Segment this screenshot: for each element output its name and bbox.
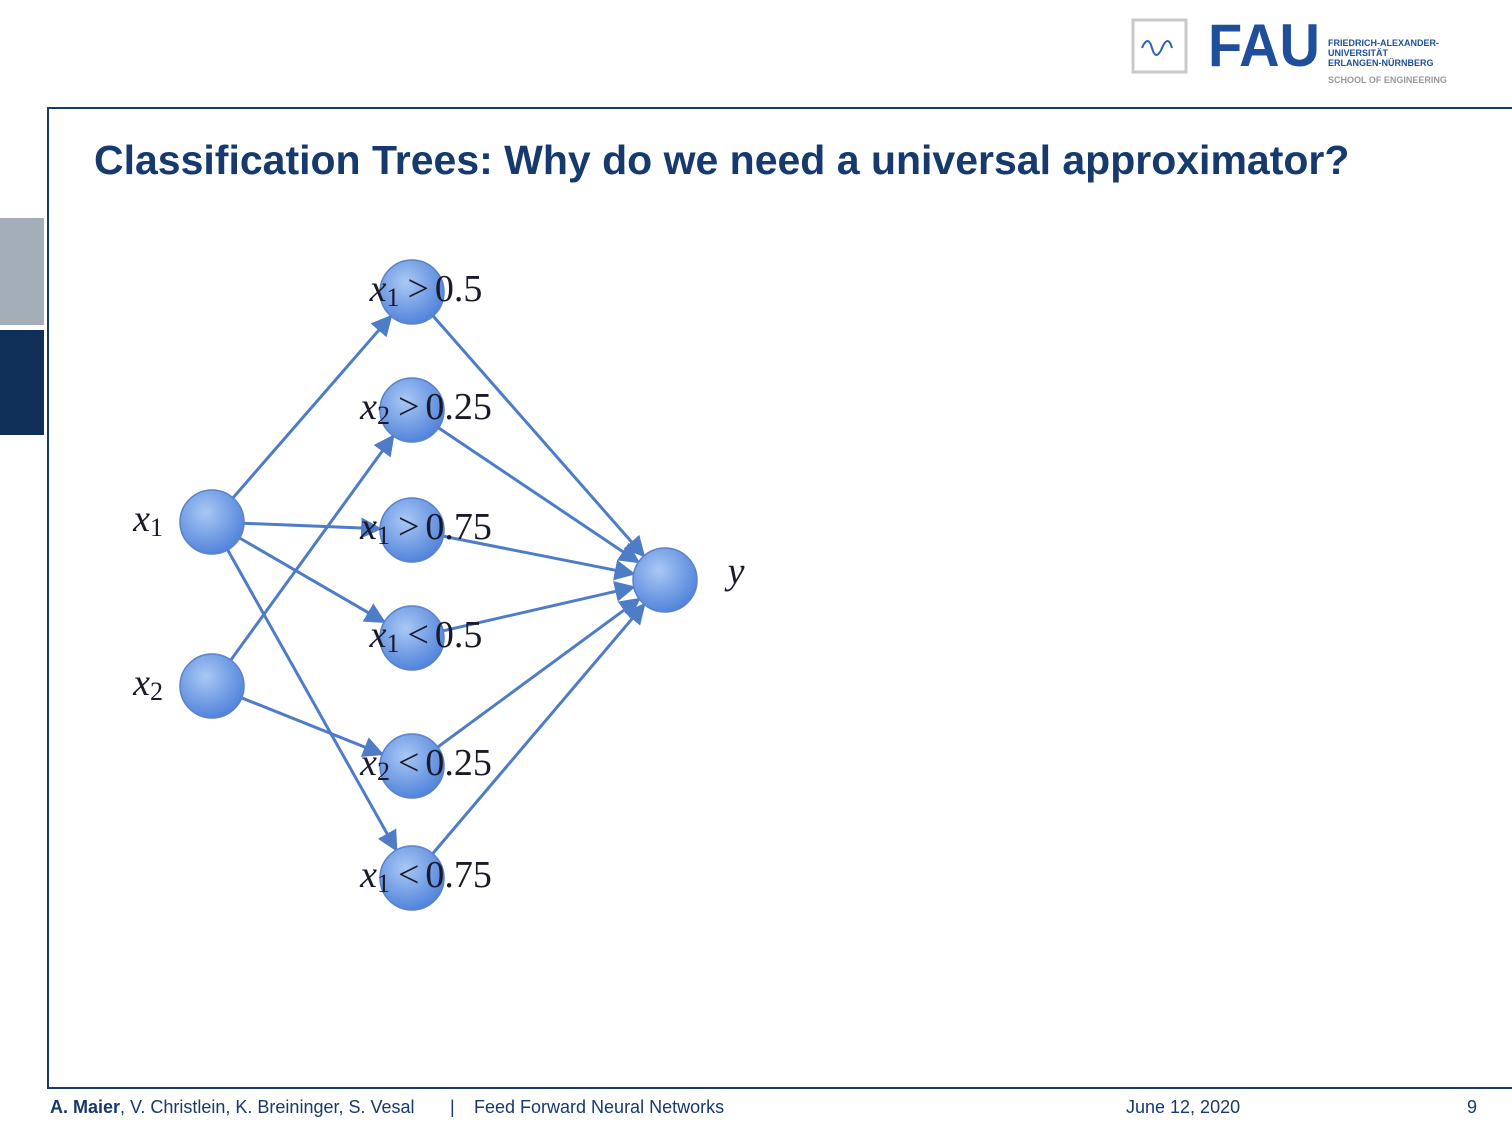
label-op: < [407, 614, 428, 656]
side-tab [0, 330, 44, 435]
label-var: x [132, 662, 150, 704]
label-value: 0.75 [425, 506, 492, 548]
slide-title: Classification Trees: Why do we need a u… [94, 137, 1349, 183]
edge [426, 597, 641, 756]
logo-word: FAU [1208, 12, 1320, 79]
logo-line: FRIEDRICH-ALEXANDER- [1328, 38, 1439, 48]
node [379, 497, 445, 563]
label-op: > [407, 268, 428, 310]
label-op: > [398, 386, 419, 428]
label-value: 0.25 [425, 742, 492, 784]
label-value: 0.25 [425, 386, 492, 428]
node [379, 377, 445, 443]
edge [430, 581, 636, 636]
label-var: x [369, 268, 387, 310]
label-var: x [359, 386, 377, 428]
output-label: y [724, 551, 745, 593]
edge [427, 419, 641, 564]
node-label: x1 <0.5 [369, 614, 483, 658]
node-label: x1 [132, 498, 163, 542]
edge [222, 434, 395, 672]
footer-author: A. Maier [50, 1097, 120, 1117]
footer-course: Feed Forward Neural Networks [474, 1097, 724, 1117]
label-value: 0.75 [425, 854, 492, 896]
node [379, 259, 445, 325]
edge [423, 305, 646, 558]
node-label: x1 >0.5 [369, 268, 483, 312]
label-sub: 1 [150, 513, 163, 542]
node-label: x2 <0.25 [359, 742, 492, 786]
edge [430, 532, 636, 581]
footer-sep: | [450, 1097, 455, 1117]
logo-school: SCHOOL OF ENGINEERING [1328, 75, 1447, 85]
logo-box [1131, 18, 1188, 74]
node [379, 605, 445, 671]
label-sub: 1 [377, 869, 390, 898]
label-op: > [398, 506, 419, 548]
footer-date: June 12, 2020 [1126, 1097, 1240, 1117]
label-var: x [132, 498, 150, 540]
node-label: x2 [132, 662, 163, 706]
label-var: x [359, 854, 377, 896]
node [179, 489, 245, 555]
node [379, 733, 445, 799]
label-var: x [369, 614, 387, 656]
edge [229, 691, 385, 757]
edge [220, 538, 398, 852]
label-sub: 1 [377, 521, 390, 550]
frame [47, 107, 1512, 1089]
label-sub: 1 [386, 629, 399, 658]
logo-line: ERLANGEN-NÜRNBERG [1328, 58, 1434, 68]
label-op: < [398, 742, 419, 784]
node-label: x1 >0.75 [359, 506, 492, 550]
node [379, 845, 445, 911]
edge [423, 602, 646, 865]
side-tab [0, 218, 44, 325]
label-value: 0.5 [435, 614, 483, 656]
label-op: < [398, 854, 419, 896]
node [632, 547, 698, 613]
label-value: 0.5 [435, 268, 483, 310]
node-label: x2 >0.25 [359, 386, 492, 430]
label-sub: 2 [377, 757, 390, 786]
label-sub: 2 [377, 401, 390, 430]
label-var: x [359, 742, 377, 784]
edge [231, 517, 383, 539]
edge [227, 530, 387, 624]
label-var: x [359, 506, 377, 548]
logo-line: UNIVERSITÄT [1328, 48, 1389, 58]
label-sub: 2 [150, 677, 163, 706]
footer-page: 9 [1467, 1097, 1477, 1117]
logo-icon [1141, 40, 1173, 56]
node [179, 653, 245, 719]
footer-text: A. Maier, V. Christlein, K. Breininger, … [50, 1097, 1477, 1117]
node-label: x1 <0.75 [359, 854, 492, 898]
label-sub: 1 [386, 283, 399, 312]
edge [223, 314, 393, 509]
footer-authors: , V. Christlein, K. Breininger, S. Vesal [120, 1097, 415, 1117]
